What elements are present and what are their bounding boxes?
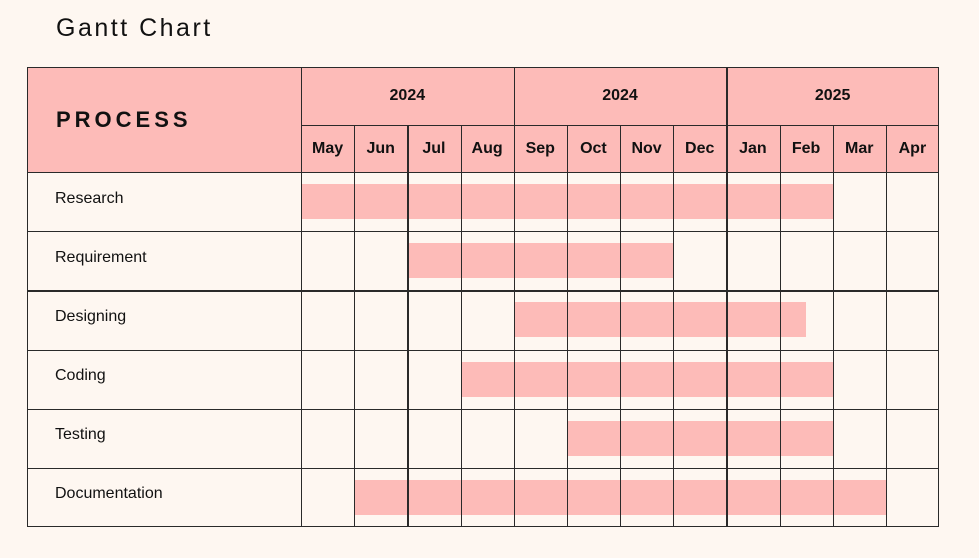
- month-label: Nov: [631, 139, 662, 157]
- task-label: Research: [55, 189, 124, 207]
- task-bar: [460, 361, 833, 397]
- grid-border: [937, 67, 939, 527]
- month-label: May: [312, 139, 344, 157]
- task-bar: [407, 243, 674, 279]
- grid-line: [407, 125, 409, 527]
- task-bar: [566, 420, 833, 456]
- grid-line: [513, 67, 515, 527]
- task-label: Documentation: [55, 485, 163, 503]
- month-label: Dec: [685, 139, 715, 157]
- year-label: 2025: [814, 87, 851, 104]
- task-label: Designing: [55, 307, 127, 325]
- grid-line: [27, 172, 939, 174]
- month-label: Aug: [471, 139, 503, 157]
- month-label: Mar: [845, 139, 874, 157]
- month-label: Oct: [580, 139, 607, 157]
- grid-line: [27, 231, 939, 233]
- grid-border: [27, 67, 939, 69]
- grid-line: [673, 125, 675, 527]
- grid-line: [27, 408, 939, 410]
- month-label: Jan: [739, 139, 767, 157]
- month-label: Jun: [366, 139, 395, 157]
- header-background: [27, 67, 939, 172]
- grid-line: [27, 349, 939, 351]
- grid-line: [620, 125, 622, 527]
- month-label: Feb: [791, 139, 821, 157]
- grid-line: [354, 125, 356, 527]
- grid-line: [885, 125, 888, 527]
- month-label: Apr: [898, 139, 927, 157]
- grid-line: [301, 67, 303, 527]
- grid-line: [779, 125, 781, 527]
- chart-title: Gantt Chart: [56, 14, 213, 42]
- grid-line: [27, 290, 939, 292]
- grid-border: [27, 67, 29, 527]
- task-bar: [354, 479, 886, 515]
- task-label: Requirement: [55, 248, 147, 266]
- gantt-grid: PROCESS 2024 2024 2025 May Jun Jul Aug Sep Oct Nov…: [27, 67, 939, 527]
- task-bar: [513, 302, 807, 338]
- process-header: PROCESS: [56, 106, 192, 132]
- grid-line: [566, 125, 569, 527]
- grid-line: [832, 125, 834, 527]
- grid-border: [27, 525, 939, 527]
- grid-line: [27, 467, 939, 470]
- task-label: Testing: [55, 426, 106, 444]
- task-label: Coding: [55, 367, 106, 385]
- year-label: 2024: [602, 87, 638, 104]
- grid-line: [460, 125, 462, 527]
- month-label: Jul: [422, 139, 446, 157]
- month-label: Sep: [525, 139, 555, 157]
- grid-line: [726, 67, 728, 527]
- year-label: 2024: [389, 87, 426, 104]
